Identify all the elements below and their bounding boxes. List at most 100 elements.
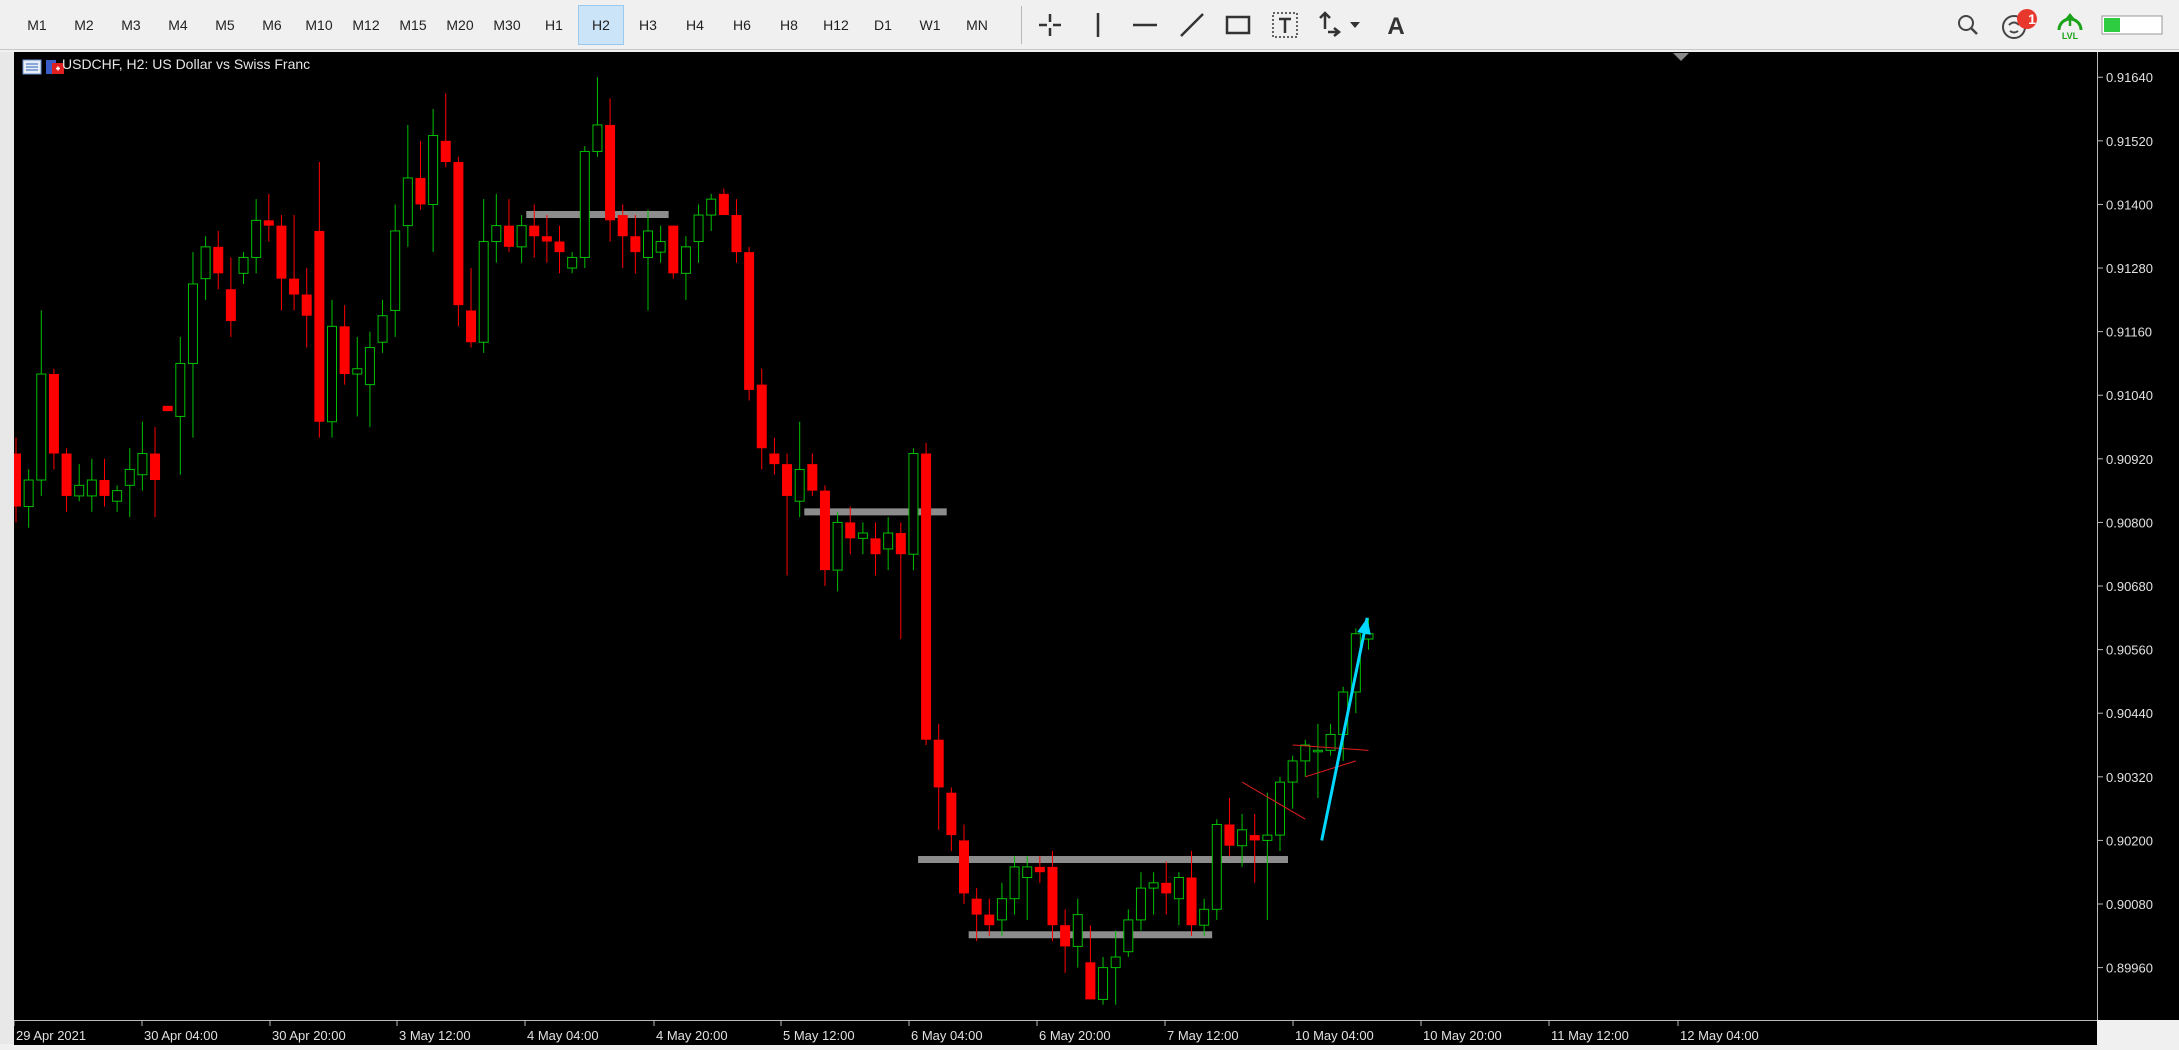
chart-area[interactable] xyxy=(11,52,2097,1020)
timeframe-button-m20[interactable]: M20 xyxy=(446,17,474,33)
trendline xyxy=(1305,760,1356,778)
candle xyxy=(1022,856,1033,920)
chart-title-icons xyxy=(22,58,66,81)
candle xyxy=(567,252,578,274)
left-panel-strip xyxy=(0,52,15,1044)
candle xyxy=(706,193,717,231)
candle xyxy=(845,506,856,555)
price-label: 0.90560 xyxy=(2106,643,2153,658)
price-label: 0.90680 xyxy=(2106,579,2153,594)
timeframe-button-h4[interactable]: H4 xyxy=(686,17,704,33)
candle-body-bull xyxy=(1123,919,1134,953)
candle-body-bull xyxy=(1022,866,1033,879)
candle-body-bear xyxy=(61,453,72,496)
timeframe-button-m30[interactable]: M30 xyxy=(493,17,521,33)
candle-body-bear xyxy=(466,310,477,343)
timeframe-button-h3[interactable]: H3 xyxy=(639,17,657,33)
candle xyxy=(731,199,742,263)
text-icon[interactable] xyxy=(1265,7,1305,43)
rectangle-icon[interactable] xyxy=(1218,7,1258,43)
timeframe-button-w1[interactable]: W1 xyxy=(919,17,941,33)
candle xyxy=(756,368,767,470)
label-icon[interactable]: A xyxy=(1376,7,1416,43)
candle-body-bull xyxy=(1199,908,1210,926)
price-scale[interactable]: 0.91640 0.91520 0.91400 0.91280 0.91160 0.910… xyxy=(2097,52,2179,1020)
candle-body-bear xyxy=(971,898,982,915)
price-label: 0.91640 xyxy=(2106,70,2153,85)
timeframe-button-mn[interactable]: MN xyxy=(966,17,988,33)
timeframe-button-m15[interactable]: M15 xyxy=(399,17,427,33)
candle xyxy=(529,204,540,258)
candle-body-bear xyxy=(718,193,729,216)
timeframe-button-h2[interactable]: H2 xyxy=(578,5,624,45)
candle-body-bear xyxy=(921,453,932,740)
search-icon[interactable] xyxy=(1952,8,1984,42)
candle-body-bull xyxy=(377,315,388,343)
time-label: 10 May 04:00 xyxy=(1295,1028,1374,1043)
candle xyxy=(769,437,780,475)
crosshair-icon[interactable] xyxy=(1030,7,1070,43)
trendline-icon[interactable] xyxy=(1172,7,1212,43)
timeframe-button-m3[interactable]: M3 xyxy=(121,17,141,33)
candle xyxy=(23,469,34,528)
candle xyxy=(794,421,805,518)
candle xyxy=(402,124,413,247)
candle-body-bear xyxy=(554,241,565,253)
candle xyxy=(1287,755,1298,809)
horizontal-line-icon[interactable] xyxy=(1125,7,1165,43)
time-label: 11 May 12:00 xyxy=(1551,1028,1629,1043)
candle-body-bear xyxy=(339,326,350,375)
timeframe-button-m4[interactable]: M4 xyxy=(168,17,188,33)
candle-body-bull xyxy=(428,135,439,205)
candle xyxy=(150,427,161,518)
candle xyxy=(1009,856,1020,915)
timeframe-button-m6[interactable]: M6 xyxy=(262,17,282,33)
vertical-line-icon[interactable] xyxy=(1078,7,1118,43)
candle xyxy=(870,522,881,576)
timeframe-button-m5[interactable]: M5 xyxy=(215,17,235,33)
candle-body-bear xyxy=(1060,925,1071,947)
candle-body-bear xyxy=(1224,824,1235,846)
candle xyxy=(908,448,919,571)
arrows-icon[interactable] xyxy=(1312,7,1370,43)
candle xyxy=(225,257,236,337)
lvl-indicator[interactable]: LVL xyxy=(2050,8,2090,42)
price-label: 0.90920 xyxy=(2106,452,2153,467)
candle xyxy=(491,193,502,263)
timeframe-button-m1[interactable]: M1 xyxy=(27,17,47,33)
candle xyxy=(314,162,325,438)
candle xyxy=(276,215,287,311)
timeframe-button-m12[interactable]: M12 xyxy=(352,17,380,33)
chart-shift-marker[interactable] xyxy=(1672,52,1690,62)
time-scale[interactable]: 29 Apr 2021 30 Apr 04:00 30 Apr 20:00 3 May… xyxy=(13,1020,2097,1045)
candle-body-bull xyxy=(693,214,704,243)
candle xyxy=(1237,813,1248,867)
candle-body-bull xyxy=(592,124,603,152)
candle xyxy=(74,464,85,502)
arrow-head xyxy=(1357,617,1371,635)
candle-body-bear xyxy=(870,538,881,555)
candle-body-bear xyxy=(529,225,540,237)
candle-body-bear xyxy=(933,739,944,788)
notification-count: 1 xyxy=(2028,11,2036,27)
candlestick-chart[interactable] xyxy=(11,52,2097,1020)
candle-body-bear xyxy=(440,140,451,163)
timeframe-button-h6[interactable]: H6 xyxy=(733,17,751,33)
timeframe-button-m2[interactable]: M2 xyxy=(74,17,94,33)
timeframe-button-h8[interactable]: H8 xyxy=(780,17,798,33)
candle-body-bull xyxy=(1237,829,1248,847)
candle-body-bull xyxy=(74,484,85,497)
candle xyxy=(99,458,110,507)
timeframe-button-h12[interactable]: H12 xyxy=(823,17,849,33)
notifications-button[interactable]: 1 xyxy=(1996,8,2040,42)
timeframe-button-h1[interactable]: H1 xyxy=(545,17,563,33)
candle xyxy=(36,310,47,496)
candle-body-bear xyxy=(453,162,464,306)
candle-body-bull xyxy=(491,225,502,243)
candle xyxy=(1148,872,1159,915)
candle-body-bull xyxy=(1312,749,1323,753)
candle xyxy=(959,824,969,905)
timeframe-button-m10[interactable]: M10 xyxy=(305,17,333,33)
candle xyxy=(895,522,906,640)
timeframe-button-d1[interactable]: D1 xyxy=(874,17,892,33)
